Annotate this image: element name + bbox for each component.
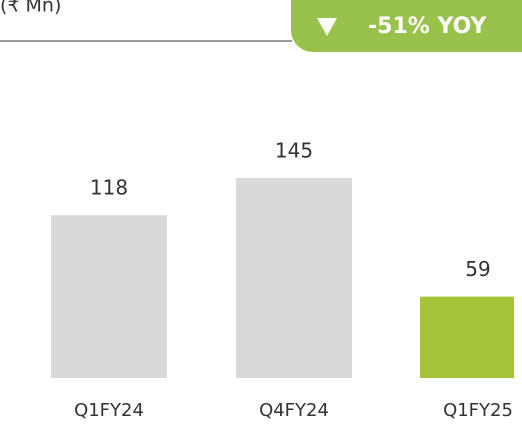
bar <box>420 296 514 378</box>
bar <box>236 178 352 378</box>
x-tick-label: Q1FY24 <box>74 400 144 421</box>
value-label: 59 <box>465 257 490 281</box>
bar <box>51 215 167 378</box>
value-label: 118 <box>90 176 128 200</box>
x-tick-label: Q1FY25 <box>443 400 513 421</box>
value-label: 145 <box>275 139 313 163</box>
badge <box>291 0 522 52</box>
down-arrow-icon <box>317 18 337 36</box>
x-tick-label: Q4FY24 <box>259 400 329 421</box>
subtitle: (₹ Mn) <box>0 0 61 17</box>
badge-text: -51% YOY <box>368 14 488 39</box>
